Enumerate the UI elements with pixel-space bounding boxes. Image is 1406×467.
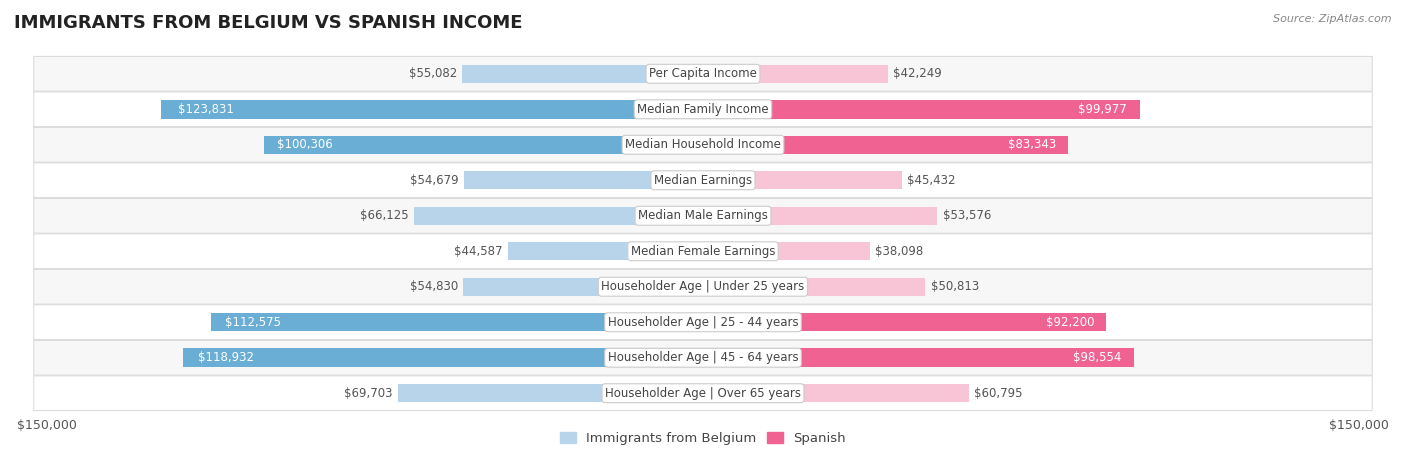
FancyBboxPatch shape [34, 127, 1372, 162]
Text: $54,679: $54,679 [411, 174, 458, 187]
Bar [703, 206, 938, 225]
Bar [703, 277, 925, 296]
Text: Source: ZipAtlas.com: Source: ZipAtlas.com [1274, 14, 1392, 24]
Text: Householder Age | 25 - 44 years: Householder Age | 25 - 44 years [607, 316, 799, 329]
Text: $92,200: $92,200 [1046, 316, 1094, 329]
Bar [703, 242, 870, 261]
Bar [463, 277, 703, 296]
Text: Median Household Income: Median Household Income [626, 138, 780, 151]
Bar [703, 384, 969, 403]
Text: $69,703: $69,703 [344, 387, 392, 400]
Text: $83,343: $83,343 [1008, 138, 1057, 151]
Bar [703, 64, 887, 83]
Text: $38,098: $38,098 [875, 245, 924, 258]
Bar [264, 135, 703, 154]
Text: $54,830: $54,830 [409, 280, 458, 293]
Text: $99,977: $99,977 [1078, 103, 1128, 116]
FancyBboxPatch shape [34, 376, 1372, 410]
Legend: Immigrants from Belgium, Spanish: Immigrants from Belgium, Spanish [554, 427, 852, 451]
Bar [211, 313, 703, 332]
Bar [508, 242, 703, 261]
Bar [463, 64, 703, 83]
FancyBboxPatch shape [34, 163, 1372, 198]
FancyBboxPatch shape [34, 269, 1372, 304]
Text: Median Male Earnings: Median Male Earnings [638, 209, 768, 222]
FancyBboxPatch shape [34, 57, 1372, 91]
Text: $112,575: $112,575 [225, 316, 281, 329]
Text: $44,587: $44,587 [454, 245, 503, 258]
Text: $55,082: $55,082 [409, 67, 457, 80]
Text: Householder Age | 45 - 64 years: Householder Age | 45 - 64 years [607, 351, 799, 364]
Bar [703, 313, 1107, 332]
FancyBboxPatch shape [34, 340, 1372, 375]
Bar [183, 348, 703, 367]
Text: Median Family Income: Median Family Income [637, 103, 769, 116]
FancyBboxPatch shape [34, 198, 1372, 233]
Bar [703, 171, 901, 190]
Bar [413, 206, 703, 225]
Bar [703, 135, 1067, 154]
Text: Householder Age | Over 65 years: Householder Age | Over 65 years [605, 387, 801, 400]
Text: $42,249: $42,249 [893, 67, 942, 80]
Text: Householder Age | Under 25 years: Householder Age | Under 25 years [602, 280, 804, 293]
Text: IMMIGRANTS FROM BELGIUM VS SPANISH INCOME: IMMIGRANTS FROM BELGIUM VS SPANISH INCOM… [14, 14, 523, 32]
Text: $118,932: $118,932 [198, 351, 254, 364]
Text: $66,125: $66,125 [360, 209, 409, 222]
Text: Median Earnings: Median Earnings [654, 174, 752, 187]
FancyBboxPatch shape [34, 305, 1372, 340]
Bar [464, 171, 703, 190]
Bar [398, 384, 703, 403]
Bar [703, 348, 1135, 367]
Text: $100,306: $100,306 [277, 138, 333, 151]
Text: $98,554: $98,554 [1073, 351, 1121, 364]
Bar [162, 100, 703, 119]
Text: $53,576: $53,576 [942, 209, 991, 222]
FancyBboxPatch shape [34, 92, 1372, 127]
Text: $50,813: $50,813 [931, 280, 979, 293]
Text: Per Capita Income: Per Capita Income [650, 67, 756, 80]
Text: $123,831: $123,831 [177, 103, 233, 116]
Text: $60,795: $60,795 [974, 387, 1022, 400]
Text: $45,432: $45,432 [907, 174, 956, 187]
Text: Median Female Earnings: Median Female Earnings [631, 245, 775, 258]
FancyBboxPatch shape [34, 234, 1372, 269]
Bar [703, 100, 1140, 119]
